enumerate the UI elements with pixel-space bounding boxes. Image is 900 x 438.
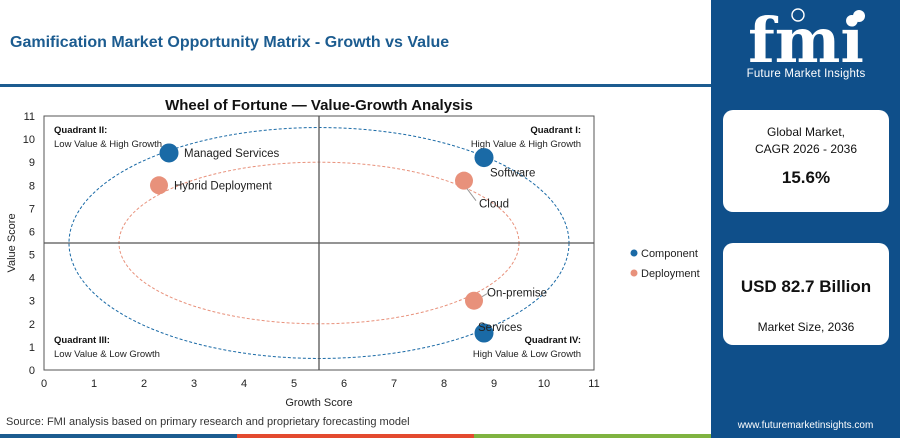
chart-container: Wheel of Fortune — Value-Growth Analysis… [0,92,711,410]
report-panel: Gamification Market Opportunity Matrix -… [0,34,711,438]
source-note: Source: FMI analysis based on primary re… [6,416,410,428]
fmi-logo-icon: fmi [748,4,865,77]
logo-dot-icon [853,10,865,22]
fmi-logo: fmi Future Market Insights [731,4,881,84]
header-divider [0,84,711,87]
point-label: Services [478,322,522,334]
market-size-value: USD 82.7 Billion [740,277,872,296]
quadrant-subtitle: Low Value & Low Growth [54,349,160,360]
y-tick-label: 2 [29,319,35,331]
x-tick-label: 7 [391,378,397,390]
x-tick-label: 1 [91,378,97,390]
y-tick-label: 1 [29,342,35,354]
x-tick-label: 11 [588,378,599,390]
cagr-label-line1: Global Market, [766,125,846,139]
y-tick-label: 11 [24,111,35,123]
logo-wordmark: fmi [748,6,864,68]
logo-globe-icon [791,8,805,22]
point-label: Hybrid Deployment [174,180,273,192]
logo-tagline: Future Market Insights [746,68,866,80]
x-tick-label: 0 [41,378,47,390]
point-hybrid-deployment [150,176,168,195]
y-tick-label: 3 [29,296,35,308]
x-tick-label: 10 [538,378,550,390]
x-tick-label: 5 [291,378,297,390]
page-title: Gamification Market Opportunity Matrix -… [10,34,450,51]
label-leader-line [481,293,488,298]
point-on-premise [465,291,483,310]
cagr-value: 15.6% [781,168,831,187]
brand-sidebar: fmi Future Market Insights Global Market… [711,0,900,438]
x-axis-label: Growth Score [285,397,352,409]
quadrant-title: Quadrant II: [54,125,107,136]
point-label: On-premise [487,288,547,300]
matrix-chart: Wheel of Fortune — Value-Growth Analysis… [6,97,700,409]
website-link[interactable]: www.futuremarketinsights.com [737,420,874,431]
y-tick-label: 5 [29,250,35,262]
legend-marker-component [630,249,638,257]
market-size-card: USD 82.7 Billion Market Size, 2036 [723,243,889,345]
point-software [474,148,494,168]
y-tick-label: 8 [29,180,35,192]
y-tick-label: 0 [29,365,35,377]
quadrant-title: Quadrant III: [54,335,110,346]
x-tick-label: 8 [441,378,447,390]
y-tick-label: 10 [23,134,35,146]
point-managed-services [159,143,179,163]
x-tick-label: 4 [241,378,247,390]
y-tick-label: 6 [29,226,35,238]
legend-label-deployment: Deployment [641,268,700,280]
market-size-label: Market Size, 2036 [757,320,855,334]
point-label: Managed Services [184,148,279,160]
x-tick-label: 9 [491,378,497,390]
quadrant-subtitle: High Value & Low Growth [473,349,581,360]
x-tick-label: 2 [141,378,147,390]
legend-marker-deployment [630,269,638,277]
point-cloud [455,171,473,190]
point-services [474,323,494,343]
point-label: Software [490,168,535,180]
color-strip [0,434,711,438]
quadrant-title: Quadrant IV: [525,335,581,346]
cagr-card: Global Market, CAGR 2026 - 2036 15.6% [723,110,889,212]
y-tick-label: 9 [29,157,35,169]
quadrant-subtitle: Low Value & High Growth [54,139,162,150]
y-tick-label: 7 [29,203,35,215]
cagr-label-line2: CAGR 2026 - 2036 [754,142,858,156]
y-tick-label: 4 [29,273,35,285]
x-tick-label: 6 [341,378,347,390]
y-axis-label: Value Score [6,213,18,272]
legend-label-component: Component [641,248,698,260]
quadrant-subtitle: High Value & High Growth [471,139,581,150]
chart-title: Wheel of Fortune — Value-Growth Analysis [165,97,473,114]
quadrant-title: Quadrant I: [530,125,581,136]
label-leader-line [466,188,477,201]
x-tick-label: 3 [191,378,197,390]
point-label: Cloud [479,199,509,211]
